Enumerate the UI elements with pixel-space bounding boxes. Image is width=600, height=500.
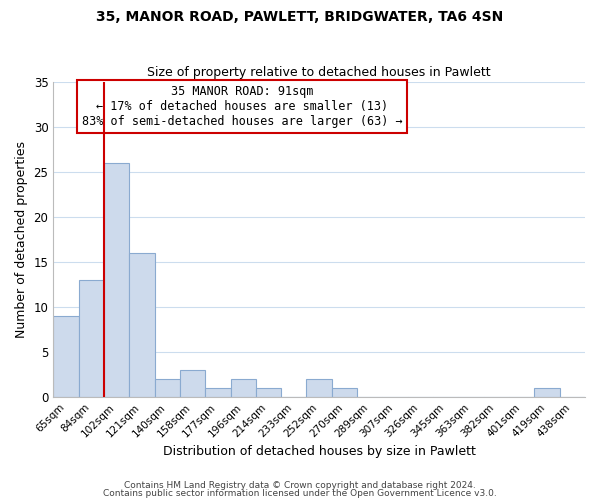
Bar [230,379,256,397]
Title: Size of property relative to detached houses in Pawlett: Size of property relative to detached ho… [148,66,491,80]
Bar [332,388,357,397]
Bar [129,253,155,397]
X-axis label: Distribution of detached houses by size in Pawlett: Distribution of detached houses by size … [163,444,476,458]
Text: Contains HM Land Registry data © Crown copyright and database right 2024.: Contains HM Land Registry data © Crown c… [124,481,476,490]
Bar [79,280,104,397]
Text: 35 MANOR ROAD: 91sqm
← 17% of detached houses are smaller (13)
83% of semi-detac: 35 MANOR ROAD: 91sqm ← 17% of detached h… [82,85,403,128]
Text: 35, MANOR ROAD, PAWLETT, BRIDGWATER, TA6 4SN: 35, MANOR ROAD, PAWLETT, BRIDGWATER, TA6… [97,10,503,24]
Text: Contains public sector information licensed under the Open Government Licence v3: Contains public sector information licen… [103,488,497,498]
Bar [205,388,230,397]
Bar [53,316,79,397]
Bar [180,370,205,397]
Bar [104,163,129,397]
Bar [256,388,281,397]
Bar [155,379,180,397]
Y-axis label: Number of detached properties: Number of detached properties [15,141,28,338]
Bar [307,379,332,397]
Bar [535,388,560,397]
